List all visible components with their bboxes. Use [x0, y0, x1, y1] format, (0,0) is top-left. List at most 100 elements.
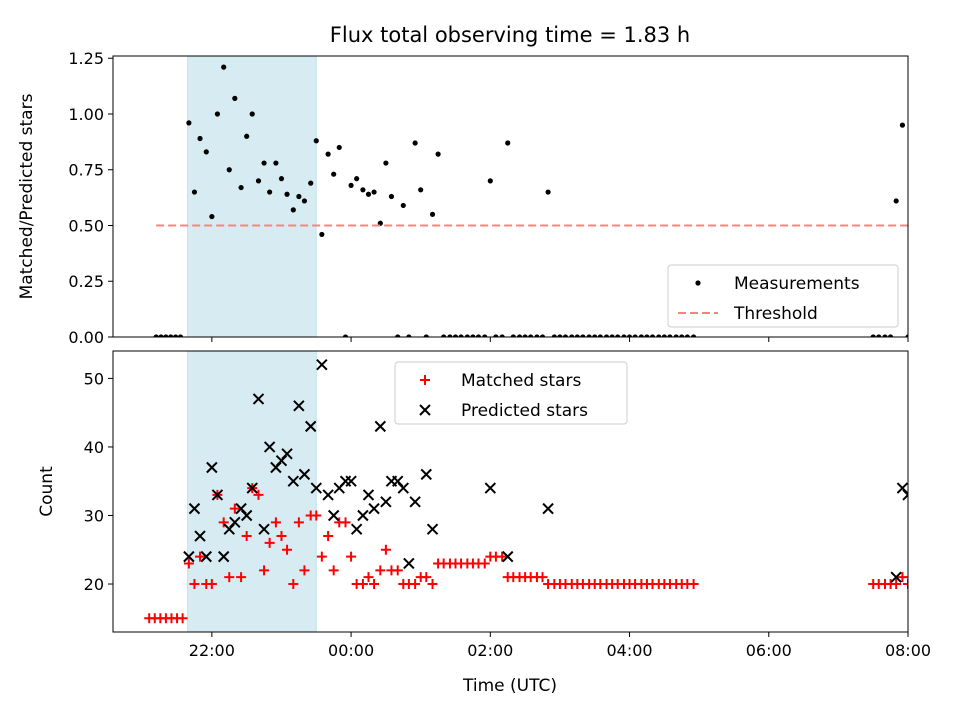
top-measurements-point: [238, 184, 244, 191]
top-axes-frame: [112, 55, 909, 338]
bottom-matched-stars-point: [229, 503, 240, 514]
top-measurements-point: [638, 334, 644, 337]
top-measurements-point: [214, 111, 221, 117]
bottom-matched-stars-point: [177, 613, 188, 624]
top-measurements-point: [418, 187, 424, 193]
top-measurements-point: [632, 334, 638, 337]
bottom-legend: Matched stars Predicted stars: [394, 361, 628, 425]
top-measurements-point: [197, 135, 203, 142]
bottom-x-tick-label: 08:00: [885, 641, 931, 660]
top-measurements-point: [673, 334, 679, 337]
bottom-matched-stars-point: [891, 579, 902, 590]
bottom-predicted-stars-point: [397, 482, 410, 494]
top-measurements-point: [173, 334, 179, 337]
bottom-predicted-stars-point: [246, 482, 258, 494]
top-measurements-point: [487, 178, 493, 184]
bottom-matched-stars-point: [195, 551, 206, 562]
top-measurements-point: [690, 334, 697, 337]
bottom-matched-stars-point: [316, 551, 327, 562]
bottom-matched-stars-point: [311, 510, 322, 521]
x-axis-label: Time (UTC): [462, 676, 557, 696]
top-measurements-point: [226, 167, 232, 173]
bottom-matched-stars-point: [688, 579, 699, 590]
top-measurements-point: [876, 334, 882, 337]
bottom-y-tick-label: 40: [84, 438, 104, 457]
top-y-tick-label: 0.75: [68, 161, 104, 180]
top-measurements-point: [191, 189, 198, 195]
bottom-legend-predicted-stars-swatch: [419, 404, 431, 416]
bottom-matched-stars-point: [293, 517, 304, 528]
bottom-predicted-stars-point: [409, 496, 421, 508]
chart-title: Flux total observing time = 1.83 h: [330, 23, 690, 47]
bottom-matched-stars-point: [236, 572, 247, 583]
bottom-predicted-stars-point: [890, 571, 902, 583]
top-measurements-point: [296, 193, 302, 200]
bottom-predicted-stars-point: [298, 468, 311, 481]
top-measurements-point: [325, 151, 331, 157]
top-measurements-point: [284, 191, 290, 197]
bottom-x-tick-label: 02:00: [467, 641, 513, 660]
bottom-matched-stars-point: [427, 579, 438, 590]
top-measurements-point: [470, 334, 476, 337]
bottom-matched-stars-point: [276, 531, 287, 542]
bottom-matched-stars-point: [323, 531, 334, 542]
top-measurements-point: [644, 334, 650, 337]
top-measurements-point: [395, 334, 401, 337]
bottom-y-tick-label: 50: [84, 369, 104, 388]
top-measurements-point: [505, 140, 511, 146]
top-measurements-point: [528, 334, 534, 337]
bottom-axes-frame: [112, 350, 909, 633]
bottom-y-tick-label: 30: [84, 506, 104, 525]
bottom-predicted-stars-point: [287, 475, 300, 487]
top-measurements-point: [649, 334, 656, 337]
bottom-matched-stars-point: [392, 565, 403, 576]
bottom-predicted-stars-point: [345, 475, 357, 487]
top-measurements-point: [458, 334, 464, 337]
top-plot-area: [153, 64, 908, 337]
top-measurements-point: [406, 334, 412, 337]
top-measurements-point: [360, 187, 366, 193]
top-legend-box: [667, 264, 899, 328]
top-measurements-point: [499, 334, 505, 337]
bottom-matched-stars-point: [189, 579, 200, 590]
bottom-matched-stars-point: [328, 565, 339, 576]
top-measurements-point: [516, 334, 523, 337]
top-measurements-point: [319, 231, 325, 238]
top-measurements-point: [574, 334, 580, 337]
bottom-matched-stars-point: [206, 579, 217, 590]
top-measurements-point: [661, 334, 667, 337]
bottom-matched-stars-point: [897, 572, 908, 583]
bottom-predicted-stars-point: [484, 482, 497, 494]
bottom-matched-stars-point: [357, 579, 368, 590]
top-measurements-point: [603, 334, 610, 337]
top-measurements-point: [586, 334, 592, 337]
top-measurements-point: [290, 207, 296, 213]
top-measurements-point: [331, 171, 337, 177]
bottom-matched-stars-point: [241, 531, 252, 542]
top-measurements-point: [365, 191, 372, 197]
top-measurements-point: [656, 334, 662, 337]
bottom-y-tick-label: 20: [84, 575, 104, 594]
top-measurements-point: [186, 120, 192, 126]
top-measurements-point: [203, 149, 209, 155]
bottom-predicted-stars-point: [281, 448, 293, 460]
bottom-predicted-stars-point: [502, 550, 514, 563]
top-legend-measurements-swatch: [695, 280, 701, 286]
top-measurements-point: [609, 334, 615, 337]
top-measurements-point: [615, 334, 621, 337]
top-shaded-span: [186, 55, 317, 338]
top-measurements-point: [597, 334, 603, 337]
bottom-predicted-stars-point: [240, 509, 253, 522]
top-y-tick-label: 1.00: [68, 105, 104, 124]
bottom-matched-stars-point: [903, 579, 908, 590]
top-panel: 0.00 0.25 0.50 0.75 1.00 1.25 Matched/Predicte…: [17, 49, 909, 347]
bottom-matched-stars-point: [253, 489, 264, 500]
top-measurements-point: [510, 334, 516, 337]
top-legend: Measurements Threshold: [667, 264, 899, 328]
top-measurements-point: [383, 160, 389, 166]
bottom-predicted-stars-point: [200, 550, 212, 563]
bottom-predicted-stars-point: [322, 489, 334, 501]
bottom-predicted-stars-point: [263, 441, 276, 453]
top-measurements-point: [580, 334, 586, 337]
top-measurements-point: [371, 189, 377, 195]
